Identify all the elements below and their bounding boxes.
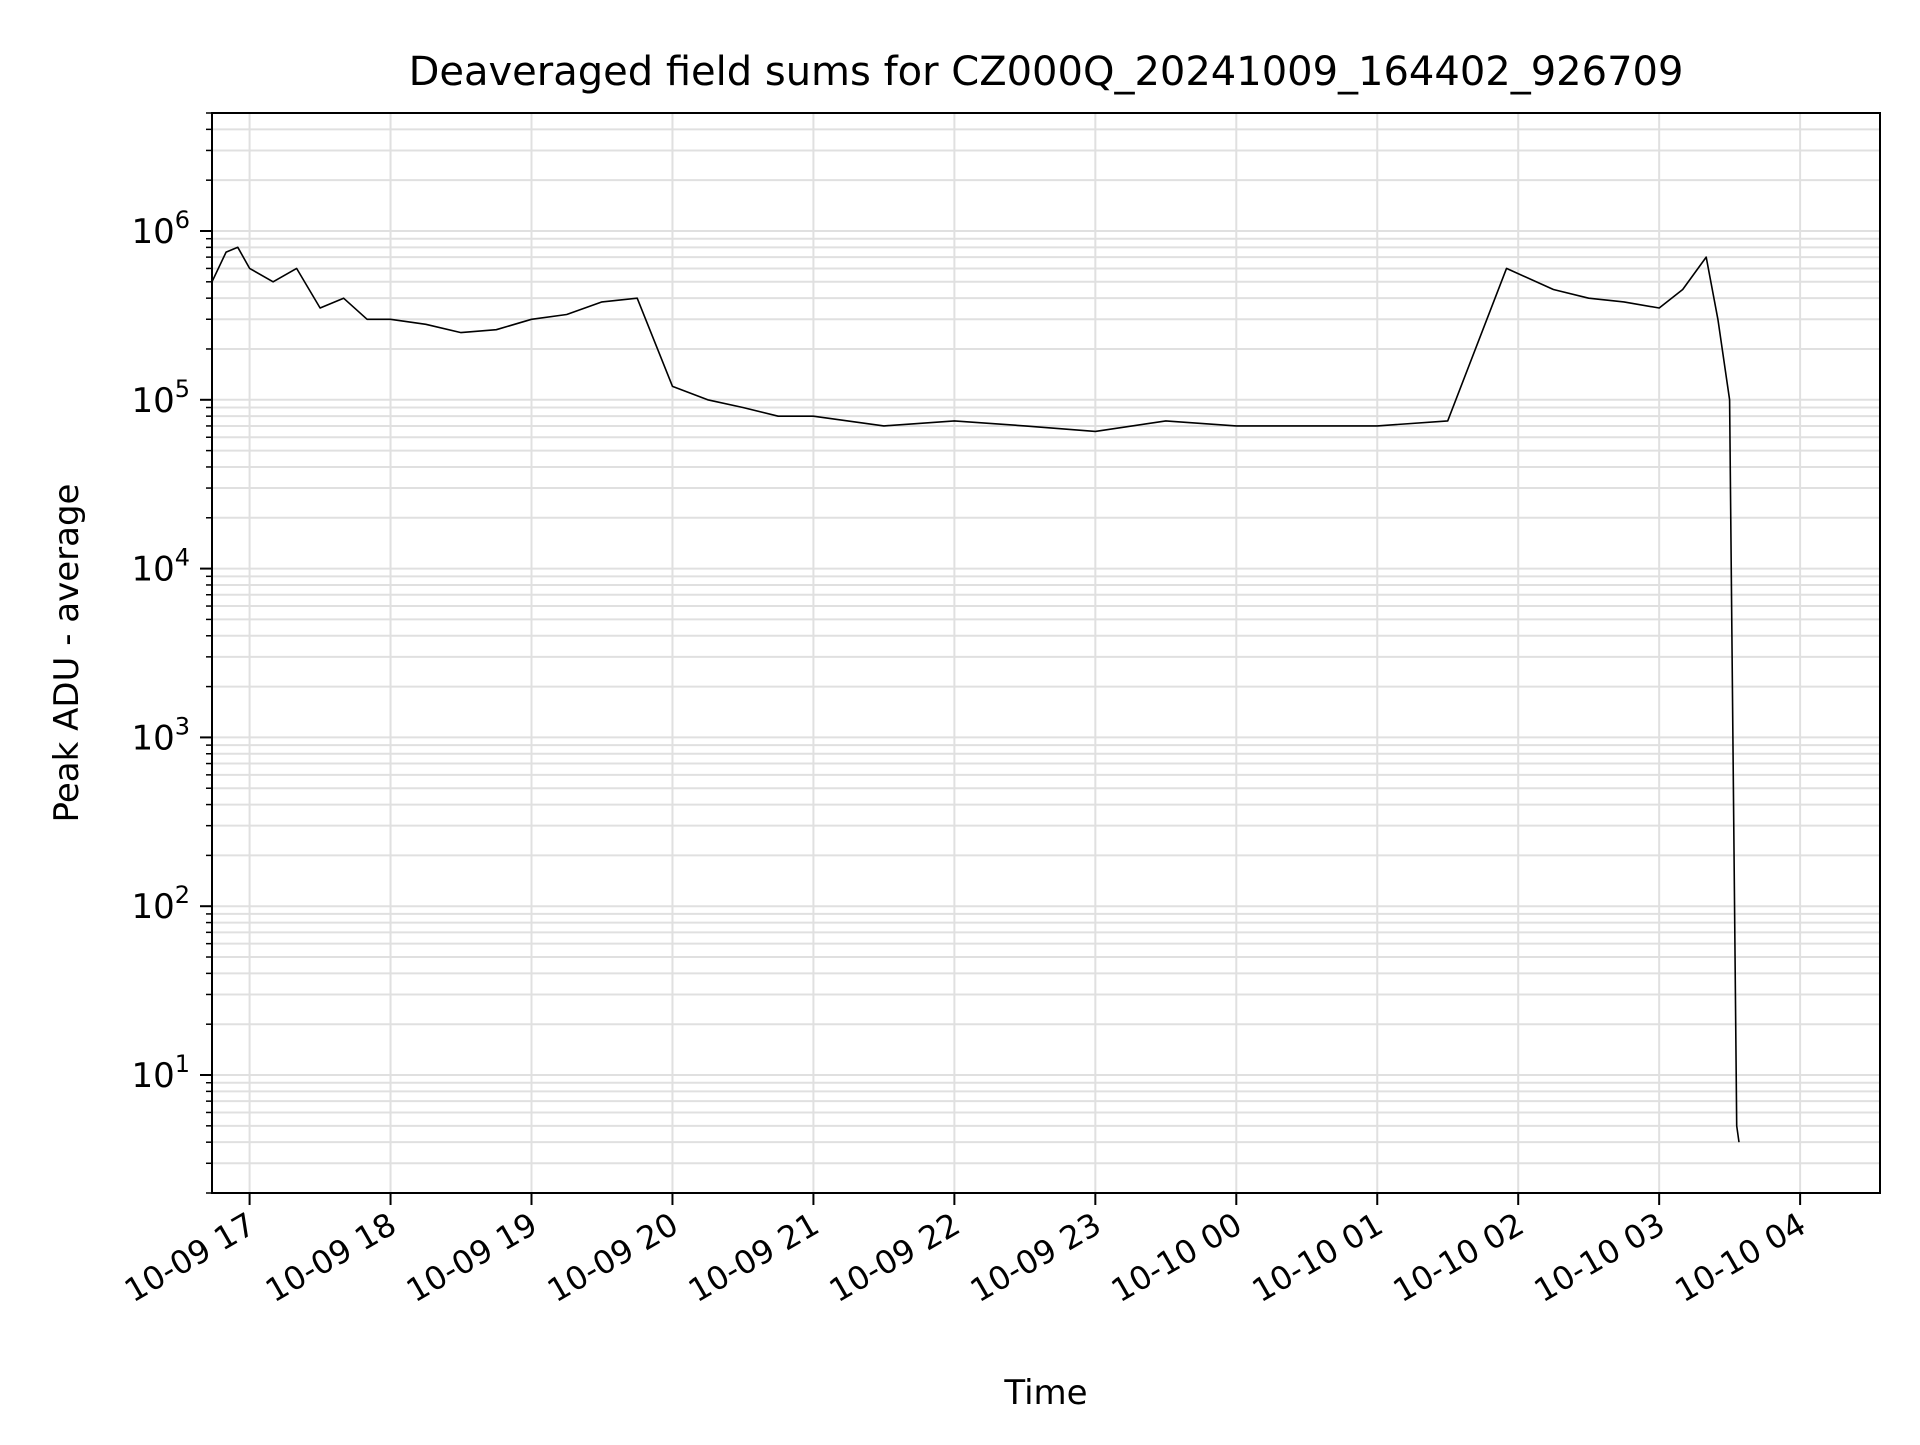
- y-tick-label: 103: [131, 712, 190, 758]
- series-layer: [211, 246, 1740, 1143]
- plot-frame: [211, 112, 1881, 1194]
- y-tick-label: 106: [131, 206, 190, 252]
- axis-ticks: [200, 112, 1802, 1205]
- series-line: [211, 246, 1740, 1143]
- chart-title: Deaveraged field sums for CZ000Q_2024100…: [409, 49, 1684, 95]
- y-tick-label: 105: [131, 375, 190, 421]
- y-axis-title: Peak ADU - average: [47, 484, 87, 823]
- y-tick-label: 101: [131, 1050, 190, 1096]
- y-tick-label: 102: [131, 881, 190, 927]
- y-tick-labels: 101 102 103 104 105 106: [131, 206, 190, 1096]
- y-tick-label: 104: [131, 544, 190, 590]
- x-axis-title: Time: [1003, 1373, 1087, 1413]
- grid-lines: [212, 112, 1880, 1194]
